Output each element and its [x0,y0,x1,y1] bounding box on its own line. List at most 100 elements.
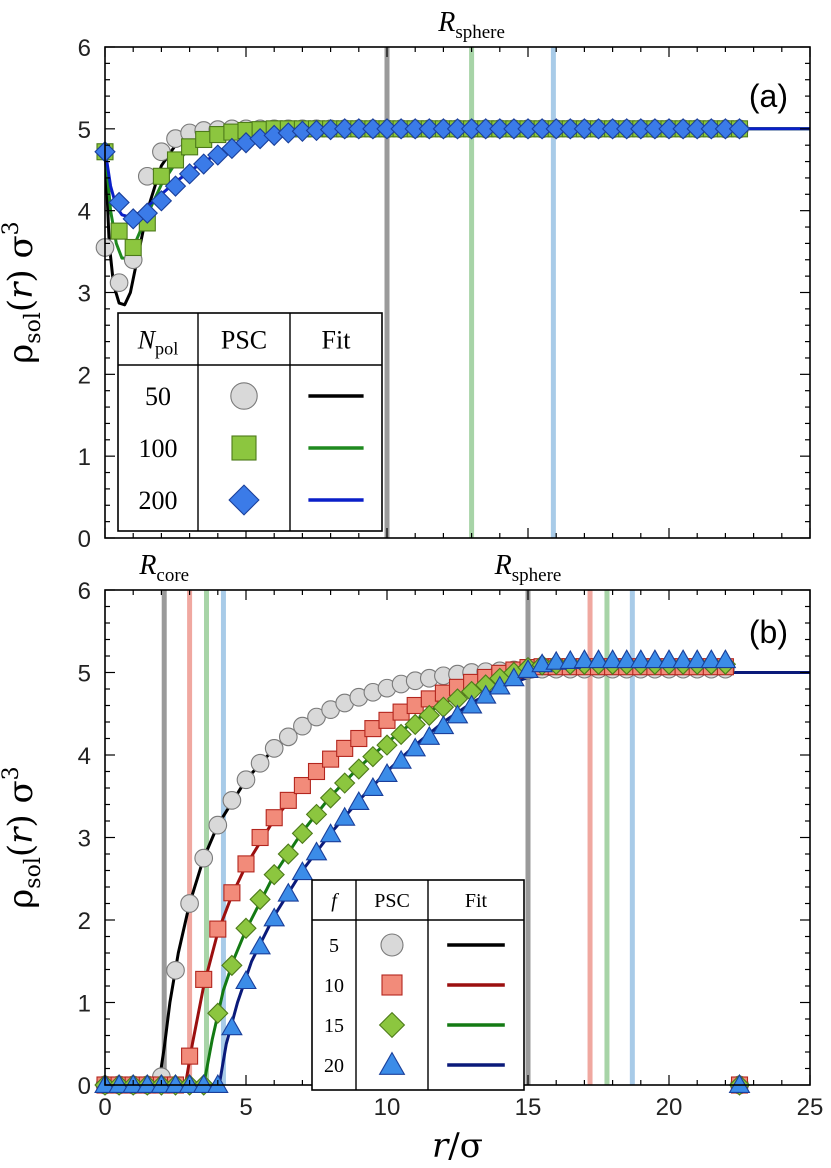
data-point-20 [319,823,342,843]
data-point-15 [263,863,285,886]
data-point-20 [658,649,680,669]
panel-a-markers [94,118,751,293]
panel-b: 0 5 10 15 20 25 0 1 2 3 4 5 6 (b) Rcore Rsphere ρsol(… [0,550,823,1166]
data-point-5 [236,770,256,790]
data-point-100 [166,151,185,169]
data-point-100 [152,167,170,185]
data-point-20 [305,841,328,861]
data-point-5 [194,848,214,868]
data-point-10 [350,729,368,748]
data-point-200 [489,118,511,140]
reference-label-1: Rsphere [437,7,505,43]
data-point-20 [714,649,737,669]
data-point-200 [503,118,525,140]
data-point-200 [644,118,666,140]
panel-b-ylabel: ρsol(r) σ3 [0,766,46,908]
data-point-20 [347,790,370,811]
data-point-10 [307,762,326,781]
y-tick-label: 6 [78,578,91,605]
data-point-20 [291,861,314,881]
x-tick-label: 0 [98,1094,111,1121]
panel-a-reference-labels: Rsphere [437,7,505,43]
legend-marker-10 [381,974,403,996]
data-point-200 [559,118,581,140]
data-point-5 [180,894,199,913]
data-point-200 [616,118,638,140]
legend-marker-200 [228,484,260,516]
panel-a-tag: (a) [749,78,788,114]
data-point-20 [221,1016,243,1036]
data-point-200 [446,118,469,140]
data-point-15 [362,745,384,768]
panel-a-legend: Npol PSC Fit 50 100 200 [117,312,383,532]
x-tick-label: 5 [239,1094,252,1121]
legend-row-label-100: 100 [139,434,178,463]
data-point-10 [251,828,269,847]
y-tick-label: 5 [78,661,91,688]
y-tick-label: 3 [78,826,91,853]
panel-b-legend: f PSC Fit 5 10 15 20 [311,879,525,1091]
data-point-200 [362,118,384,140]
y-tick-label: 5 [78,117,91,144]
data-point-5 [166,960,185,980]
legend-header-psc: PSC [374,890,410,912]
panel-a: 0 1 2 3 4 5 6 (a) Rsphere ρsol(r) σ3 Npol PSC Fi… [0,7,811,553]
x-tick-label: 25 [797,1094,824,1121]
data-point-15 [235,917,257,939]
data-point-20 [376,762,398,782]
data-point-200 [587,118,610,140]
data-point-200 [545,118,567,140]
panel-b-xlabel: r/σ [432,1126,483,1166]
legend-marker-100 [231,435,257,461]
data-point-15 [291,822,314,845]
data-point-20 [277,882,300,902]
data-point-15 [334,772,356,794]
y-tick-label: 4 [78,199,91,226]
data-point-20 [545,650,568,670]
legend-row-label-5: 5 [329,935,339,957]
legend-marker-20 [378,1051,406,1075]
data-point-15 [418,704,440,727]
panel-b-tag: (b) [749,614,788,650]
legend-row-label-10: 10 [324,975,344,997]
y-tick-label: 4 [78,743,91,770]
data-point-200 [672,118,694,140]
data-point-200 [348,118,370,140]
data-point-15 [404,713,426,736]
data-point-20 [460,694,483,714]
data-point-200 [601,118,624,140]
data-point-20 [136,1073,159,1093]
data-point-20 [446,704,469,724]
data-point-15 [305,803,328,826]
y-tick-label: 0 [78,1073,91,1100]
legend-row-label-15: 15 [324,1015,344,1037]
data-point-200 [686,118,708,140]
panel-b-ticks: 0 5 10 15 20 25 0 1 2 3 4 5 6 [78,578,824,1121]
data-point-20 [728,1073,751,1093]
y-axis-label: ρsol(r) σ3 [0,766,46,908]
data-point-15 [221,954,243,977]
data-point-15 [390,723,412,746]
data-point-200 [136,202,158,224]
data-point-200 [390,118,412,140]
panel-a-ticks: 0 1 2 3 4 5 6 [78,35,811,553]
reference-label-4: Rsphere [494,550,562,586]
data-point-10 [293,776,311,795]
data-point-200 [658,118,680,140]
data-point-20 [418,725,441,745]
data-point-20 [404,737,427,757]
data-point-20 [390,749,412,769]
legend-row-label-50: 50 [145,382,171,411]
y-tick-label: 2 [78,908,91,935]
panel-a-ylabel: ρsol(r) σ3 [0,221,46,363]
data-point-5 [250,753,270,773]
data-point-20 [333,806,356,826]
data-point-15 [249,888,271,911]
data-point-200 [573,118,596,140]
x-tick-label: 20 [656,1094,683,1121]
reference-label-0: Rcore [138,550,189,586]
data-point-20 [559,649,582,669]
data-point-15 [207,1002,229,1024]
data-point-200 [404,118,426,140]
data-point-10 [181,1047,199,1065]
